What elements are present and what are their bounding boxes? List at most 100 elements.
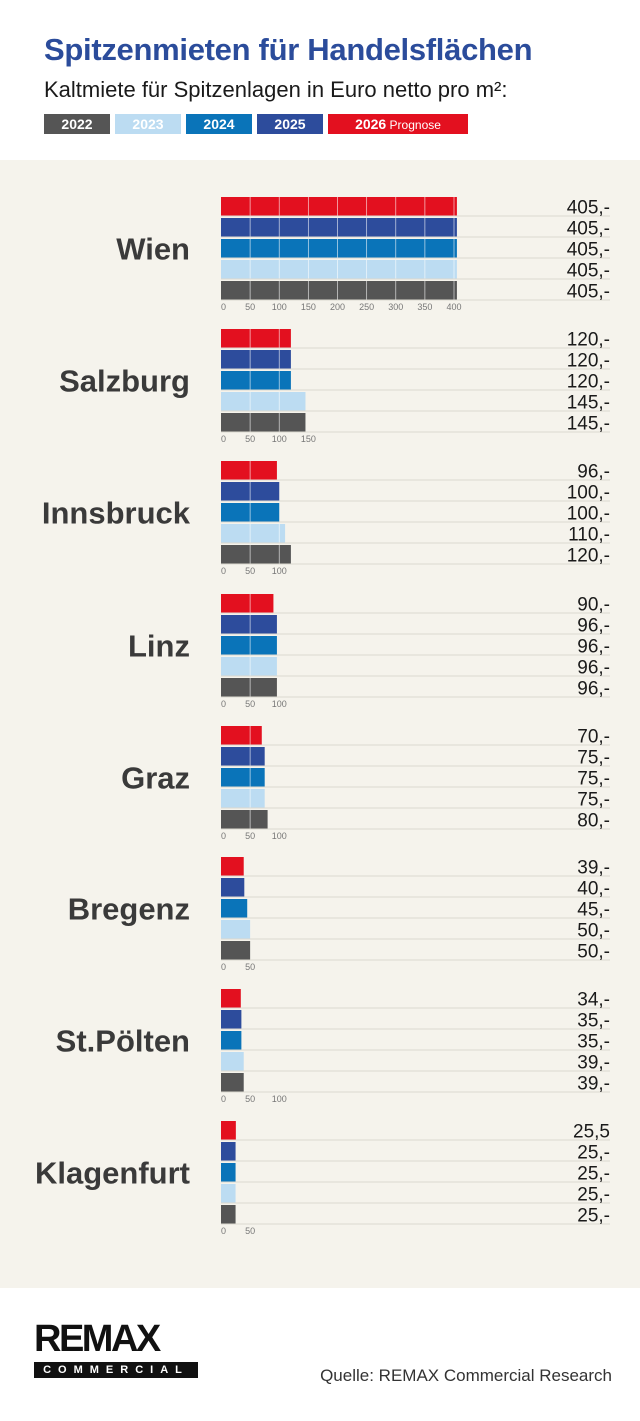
bar-2024 — [221, 239, 457, 258]
bar-2024 — [221, 1163, 236, 1182]
legend-label: 2022 — [61, 116, 93, 132]
bar-2022 — [221, 1205, 236, 1224]
value-label: 75,- — [577, 747, 610, 768]
bar-2026-Prognose — [221, 1121, 236, 1140]
source-note: Quelle: REMAX Commercial Research — [320, 1366, 612, 1385]
value-label: 39,- — [577, 1073, 610, 1094]
axis-tick-label: 400 — [446, 302, 461, 312]
bar-chart: 405,-405,-405,-405,-405,-0 50 100 150 200 250… — [35, 197, 610, 1236]
bar-2023 — [221, 1184, 236, 1203]
value-label: 50,- — [577, 920, 610, 941]
value-label: 145,- — [567, 413, 610, 434]
axis-tick-label: 50 — [245, 434, 255, 444]
value-label: 100,- — [567, 482, 610, 503]
city-label: Wien — [116, 231, 190, 266]
city-label: Klagenfurt — [35, 1155, 190, 1190]
axis-tick-label: 0 — [221, 434, 226, 444]
value-label: 145,- — [567, 392, 610, 413]
bar-2022 — [221, 941, 251, 960]
axis-tick-label: 100 — [272, 699, 287, 709]
bar-2024 — [221, 899, 248, 918]
legend-item-2022: 2022 — [44, 114, 110, 134]
value-label: 35,- — [577, 1031, 610, 1052]
bar-2025 — [221, 350, 291, 369]
axis-tick-label: 50 — [245, 1226, 255, 1236]
value-label: 96,- — [577, 461, 610, 482]
bar-2024 — [221, 1031, 242, 1050]
axis-tick-label: 100 — [272, 566, 287, 576]
bar-2026-Prognose — [221, 594, 274, 613]
value-label: 96,- — [577, 636, 610, 657]
legend-item-2023: 2023 — [115, 114, 181, 134]
bar-2022 — [221, 281, 457, 300]
bar-2023 — [221, 392, 306, 411]
legend-item-2024: 2024 — [186, 114, 252, 134]
footer: REMAX COMMERCIAL Quelle: REMAX Commercia… — [0, 1288, 640, 1421]
bar-2025 — [221, 218, 457, 237]
value-label: 80,- — [577, 810, 610, 831]
value-label: 50,- — [577, 941, 610, 962]
legend-label: 2023 — [132, 116, 164, 132]
axis-tick-label: 50 — [245, 302, 255, 312]
axis-tick-label: 50 — [245, 699, 255, 709]
axis-tick-label: 100 — [272, 434, 287, 444]
group-salzburg: 120,-120,-120,-145,-145,-0 50 100 150Salzbu… — [59, 329, 610, 444]
legend-label: 2025 — [274, 116, 306, 132]
axis-tick-label: 100 — [272, 302, 287, 312]
axis-tick-label: 50 — [245, 566, 255, 576]
value-label: 96,- — [577, 657, 610, 678]
legend-suffix: Prognose — [386, 118, 441, 132]
bar-2022 — [221, 545, 291, 564]
axis-tick-label: 350 — [417, 302, 432, 312]
bar-2026-Prognose — [221, 461, 277, 480]
legend-item-2026: 2026 Prognose — [328, 114, 468, 134]
bar-2025 — [221, 1010, 242, 1029]
logo-sub-text: COMMERCIAL — [34, 1362, 198, 1378]
axis-tick-label: 50 — [245, 1094, 255, 1104]
city-label: St.Pölten — [56, 1023, 190, 1058]
axis-tick-label: 0 — [221, 831, 226, 841]
value-label: 120,- — [567, 545, 610, 566]
city-label: Bregenz — [68, 891, 190, 926]
value-label: 25,- — [577, 1184, 610, 1205]
value-label: 120,- — [567, 350, 610, 371]
axis-tick-label: 50 — [245, 962, 255, 972]
bar-2025 — [221, 1142, 236, 1161]
value-label: 405,- — [567, 218, 610, 239]
axis-tick-label: 150 — [301, 434, 316, 444]
value-label: 70,- — [577, 726, 610, 747]
bar-2024 — [221, 636, 277, 655]
value-label: 405,- — [567, 260, 610, 281]
bar-2025 — [221, 615, 277, 634]
value-label: 96,- — [577, 615, 610, 636]
city-label: Linz — [128, 628, 190, 663]
axis-tick-label: 100 — [272, 1094, 287, 1104]
axis-tick-label: 100 — [272, 831, 287, 841]
bar-2026-Prognose — [221, 329, 291, 348]
bar-2023 — [221, 789, 265, 808]
value-label: 405,- — [567, 281, 610, 302]
value-label: 405,- — [567, 239, 610, 260]
axis-tick-label: 0 — [221, 1226, 226, 1236]
value-label: 40,- — [577, 878, 610, 899]
bar-2025 — [221, 878, 245, 897]
axis-tick-label: 300 — [388, 302, 403, 312]
group-wien: 405,-405,-405,-405,-405,-0 50 100 150 200 250… — [116, 197, 610, 312]
bar-2022 — [221, 810, 268, 829]
city-label: Graz — [121, 760, 190, 795]
value-label: 25,- — [577, 1163, 610, 1184]
value-label: 75,- — [577, 789, 610, 810]
value-label: 25,5 — [573, 1121, 610, 1142]
axis-tick-label: 250 — [359, 302, 374, 312]
axis-tick-label: 200 — [330, 302, 345, 312]
value-label: 90,- — [577, 594, 610, 615]
value-label: 405,- — [567, 197, 610, 218]
city-label: Salzburg — [59, 363, 190, 398]
axis-tick-label: 0 — [221, 962, 226, 972]
bar-2026-Prognose — [221, 989, 241, 1008]
chart-title: Spitzenmieten für Handelsflächen — [44, 32, 533, 67]
